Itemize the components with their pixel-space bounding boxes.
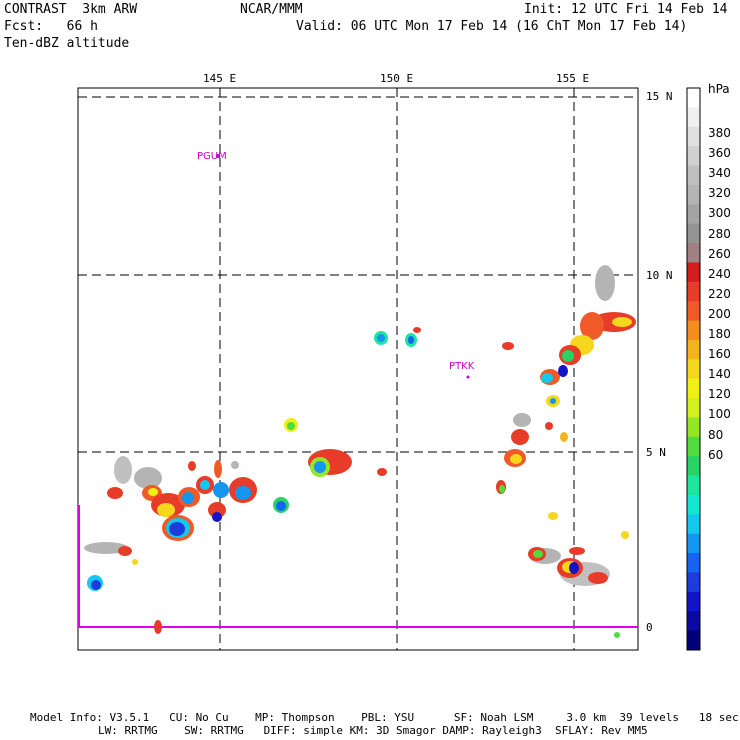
footer-model-info: Model Info: V3.5.1 CU: No Cu MP: Thompso… — [30, 711, 739, 724]
colorbar-swatch — [687, 243, 700, 263]
station-label-pgum: PGUM — [197, 151, 227, 162]
boundary-line — [78, 505, 638, 628]
lon-label-150: 150 E — [380, 72, 414, 85]
colorbar-swatch — [687, 320, 700, 341]
colorbar — [686, 87, 701, 651]
colorbar-label: 320 — [708, 186, 731, 201]
colorbar-swatch — [687, 436, 700, 457]
colorbar-swatch — [687, 184, 700, 205]
colorbar-swatch — [687, 204, 700, 225]
graticule — [78, 88, 638, 650]
colorbar-label: 200 — [708, 306, 731, 321]
field-name: Ten-dBZ altitude — [4, 36, 130, 51]
colorbar-label: 100 — [708, 407, 731, 422]
colorbar-swatch — [687, 146, 700, 167]
colorbar-swatch — [687, 572, 700, 593]
colorbar-swatch — [687, 417, 700, 438]
station-dot-ptkk — [466, 375, 470, 379]
colorbar-label: 300 — [708, 206, 731, 221]
valid-time: Valid: 06 UTC Mon 17 Feb 14 (16 ChT Mon … — [296, 19, 688, 34]
colorbar-label: 60 — [708, 447, 724, 462]
colorbar-swatch — [687, 630, 700, 651]
lat-label-15n: 15 N — [646, 90, 673, 103]
colorbar-swatch — [687, 475, 700, 496]
colorbar-label: 360 — [708, 146, 731, 161]
colorbar-label: 380 — [708, 126, 731, 140]
lon-label-155: 155 E — [556, 72, 590, 85]
colorbar-swatch — [687, 494, 700, 515]
init-time: Init: 12 UTC Fri 14 Feb 14 — [524, 2, 728, 17]
colorbar-label: 140 — [708, 367, 731, 382]
colorbar-swatch — [687, 359, 700, 380]
model-title: CONTRAST 3km ARW — [4, 2, 138, 17]
colorbar-swatch — [687, 591, 700, 612]
colorbar-swatch — [687, 88, 700, 108]
lat-label-5n: 5 N — [646, 446, 666, 459]
lon-label-145: 145 E — [203, 72, 237, 85]
colorbar-label: 120 — [708, 387, 731, 402]
forecast-hour: Fcst: 66 h — [4, 19, 98, 34]
lat-label-equator: 0 — [646, 621, 653, 634]
colorbar-swatch — [687, 533, 700, 554]
colorbar-label: 80 — [708, 427, 724, 442]
colorbar-label: 220 — [708, 286, 731, 301]
colorbar-label: 180 — [708, 327, 731, 341]
colorbar-swatch — [687, 262, 700, 283]
colorbar-unit: hPa — [708, 82, 730, 96]
colorbar-label: 160 — [708, 347, 731, 362]
colorbar-swatch — [687, 165, 700, 186]
colorbar-swatch — [687, 339, 700, 360]
colorbar-swatch — [687, 398, 700, 418]
organization: NCAR/MMM — [240, 2, 303, 17]
colorbar-swatch — [687, 456, 700, 477]
colorbar-swatch — [687, 378, 700, 399]
colorbar-swatch — [687, 107, 700, 128]
colorbar-swatch — [687, 301, 700, 322]
station-markers — [216, 154, 470, 379]
colorbar-label: 240 — [708, 266, 731, 281]
map-frame — [77, 87, 639, 651]
colorbar-swatch — [687, 126, 700, 147]
colorbar-swatch — [687, 611, 700, 632]
lat-label-10n: 10 N — [646, 269, 673, 282]
echo-cluster-west — [84, 418, 387, 634]
colorbar-swatch — [687, 553, 700, 573]
footer-physics-info: LW: RRTMG SW: RRTMG DIFF: simple KM: 3D … — [98, 724, 648, 737]
station-label-ptkk: PTKK — [449, 361, 475, 372]
colorbar-swatch — [687, 514, 700, 535]
colorbar-label: 260 — [708, 246, 731, 261]
station-dot-pgum — [216, 154, 220, 158]
colorbar-label: 280 — [708, 226, 731, 241]
colorbar-swatch — [687, 223, 700, 244]
colorbar-swatch — [687, 281, 700, 302]
echo-cluster-east — [374, 265, 636, 638]
colorbar-label: 340 — [708, 166, 731, 181]
colorbar-frame — [686, 87, 701, 651]
